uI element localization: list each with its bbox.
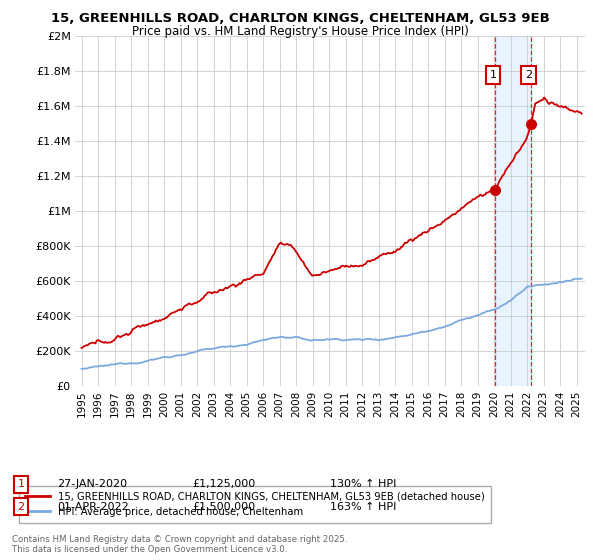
Text: £1,500,000: £1,500,000 bbox=[192, 502, 255, 512]
Text: 1: 1 bbox=[17, 479, 25, 489]
Text: 01-APR-2022: 01-APR-2022 bbox=[57, 502, 129, 512]
Bar bbox=[496, 36, 532, 386]
Text: 163% ↑ HPI: 163% ↑ HPI bbox=[330, 502, 397, 512]
Text: 15, GREENHILLS ROAD, CHARLTON KINGS, CHELTENHAM, GL53 9EB: 15, GREENHILLS ROAD, CHARLTON KINGS, CHE… bbox=[50, 12, 550, 25]
Text: 2: 2 bbox=[526, 70, 532, 80]
Legend: 15, GREENHILLS ROAD, CHARLTON KINGS, CHELTENHAM, GL53 9EB (detached house), HPI:: 15, GREENHILLS ROAD, CHARLTON KINGS, CHE… bbox=[19, 486, 491, 523]
Text: 2: 2 bbox=[17, 502, 25, 512]
Text: £1,125,000: £1,125,000 bbox=[192, 479, 255, 489]
Text: Price paid vs. HM Land Registry's House Price Index (HPI): Price paid vs. HM Land Registry's House … bbox=[131, 25, 469, 38]
Text: 27-JAN-2020: 27-JAN-2020 bbox=[57, 479, 127, 489]
Text: 1: 1 bbox=[490, 70, 496, 80]
Text: Contains HM Land Registry data © Crown copyright and database right 2025.
This d: Contains HM Land Registry data © Crown c… bbox=[12, 535, 347, 554]
Text: 130% ↑ HPI: 130% ↑ HPI bbox=[330, 479, 397, 489]
